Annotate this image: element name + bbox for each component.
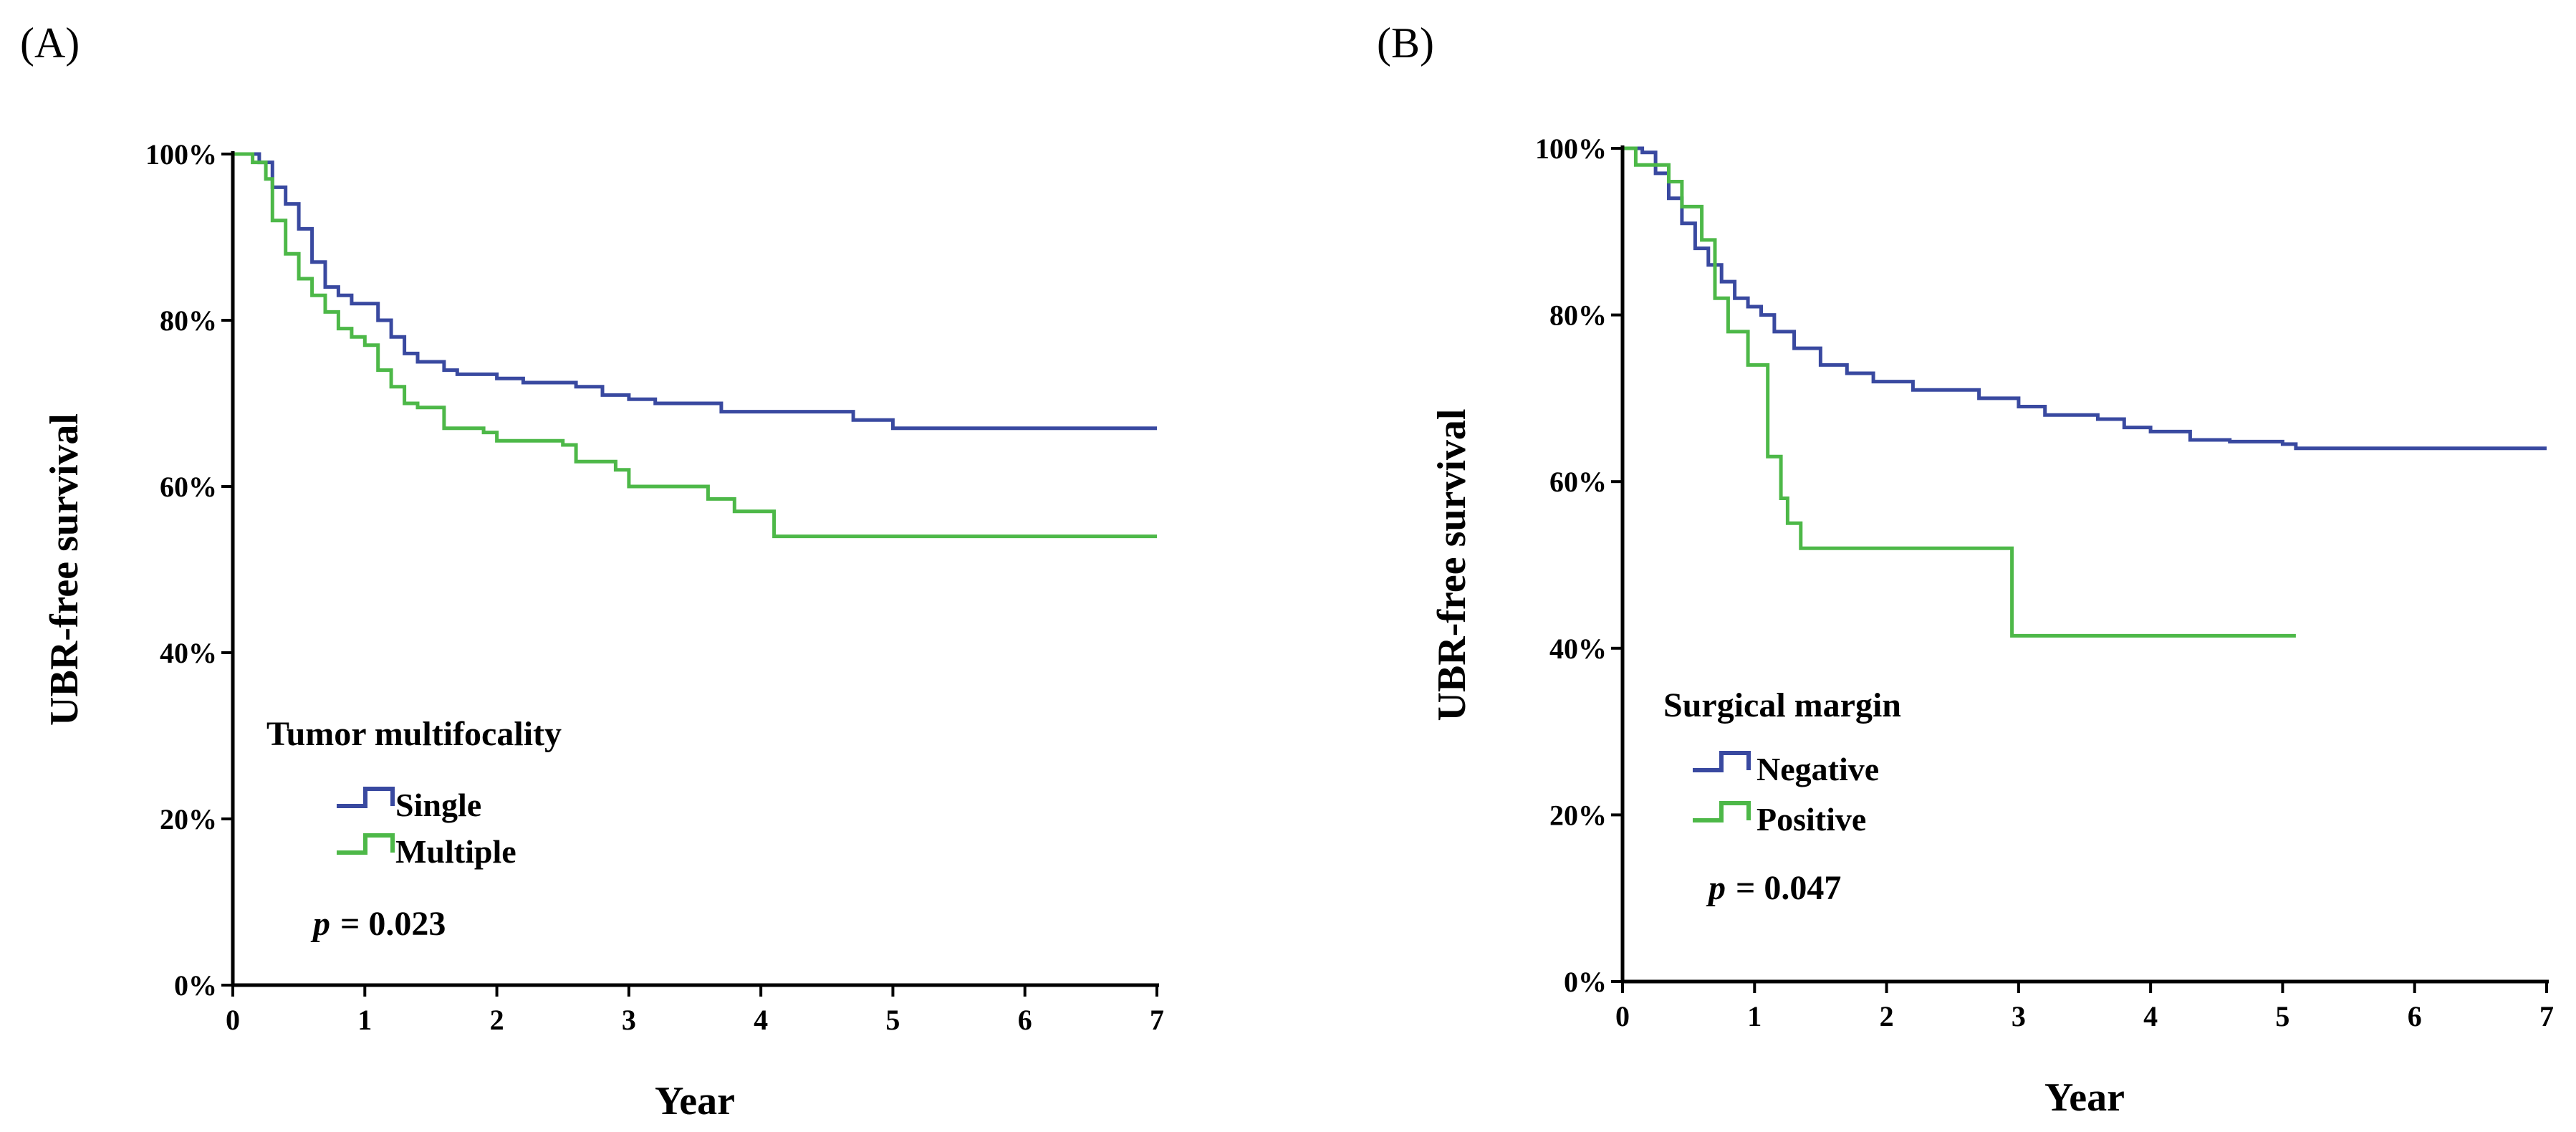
x-axis-title: Year <box>655 1079 735 1123</box>
legend-symbol-multiple <box>337 833 395 855</box>
legend-label-positive: Positive <box>1756 801 1866 838</box>
x-tick-label: 4 <box>754 1004 768 1036</box>
legend-symbol-single <box>337 787 395 808</box>
y-tick-label: 40% <box>160 637 217 669</box>
p-value: = 0.047 <box>1736 869 1841 907</box>
y-tick-label: 0% <box>1564 966 1607 998</box>
y-axis-title: UBR-free survival <box>42 413 87 726</box>
series-line-single <box>233 152 1157 431</box>
p-value-annotation: p = 0.023 <box>310 905 446 943</box>
x-tick-label: 4 <box>2143 1000 2158 1032</box>
y-tick-label: 0% <box>174 969 217 1002</box>
tick-group: 0% 20% 40% 60% 80% 100% 0 1 2 3 4 5 6 7 <box>1535 133 2554 1032</box>
panel-a: (A) 0% 20% 40% 60% 80% 100% 0 1 2 3 4 5 6 7 Year UBR-… <box>20 19 1164 1123</box>
legend-symbol-negative <box>1693 751 1751 772</box>
series-line-positive <box>1623 146 2296 638</box>
x-tick-label: 3 <box>2012 1000 2026 1032</box>
x-tick-label: 5 <box>885 1004 900 1036</box>
panel-b: (B) 0% 20% 40% 60% 80% 100% 0 1 2 3 4 5 6 7 Year UBR-… <box>1377 19 2554 1120</box>
x-tick-label: 5 <box>2275 1000 2289 1032</box>
series-group <box>233 152 1157 539</box>
p-value-annotation: p = 0.047 <box>1706 869 1841 907</box>
p-symbol: p <box>1706 869 1726 907</box>
x-tick-label: 7 <box>2539 1000 2554 1032</box>
x-axis-title: Year <box>2044 1075 2125 1120</box>
p-symbol: p <box>310 905 330 943</box>
x-tick-label: 0 <box>226 1004 240 1036</box>
legend-title: Surgical margin <box>1663 686 1901 724</box>
x-tick-label: 6 <box>2408 1000 2422 1032</box>
legend-label-multiple: Multiple <box>395 833 516 870</box>
x-tick-label: 7 <box>1150 1004 1164 1036</box>
panel-label: (B) <box>1377 19 1434 67</box>
legend-label-negative: Negative <box>1756 751 1879 787</box>
y-tick-label: 80% <box>160 304 217 337</box>
series-group <box>1623 146 2547 638</box>
legend-label-single: Single <box>395 787 481 823</box>
x-tick-label: 6 <box>1018 1004 1032 1036</box>
y-tick-label: 100% <box>145 138 217 171</box>
y-tick-label: 20% <box>1549 799 1607 831</box>
y-axis-title: UBR-free survival <box>1430 409 1474 721</box>
x-tick-label: 0 <box>1615 1000 1630 1032</box>
legend: Surgical margin Negative Positive <box>1663 686 1901 838</box>
x-tick-label: 2 <box>490 1004 504 1036</box>
x-tick-label: 1 <box>1747 1000 1762 1032</box>
y-tick-label: 40% <box>1549 633 1607 665</box>
y-tick-label: 80% <box>1549 299 1607 332</box>
x-tick-label: 1 <box>357 1004 372 1036</box>
y-tick-label: 60% <box>160 471 217 503</box>
panel-label: (A) <box>20 19 80 67</box>
series-line-negative <box>1623 146 2547 451</box>
y-tick-label: 20% <box>160 803 217 835</box>
series-line-multiple <box>233 152 1157 539</box>
p-value: = 0.023 <box>340 905 446 943</box>
y-tick-label: 60% <box>1549 466 1607 498</box>
legend-symbol-positive <box>1693 801 1751 822</box>
x-tick-label: 2 <box>1880 1000 1894 1032</box>
y-tick-label: 100% <box>1535 133 1607 165</box>
legend-title: Tumor multifocality <box>266 715 562 753</box>
tick-group: 0% 20% 40% 60% 80% 100% 0 1 2 3 4 5 6 7 <box>145 138 1164 1036</box>
legend: Tumor multifocality Single Multiple <box>266 715 562 870</box>
x-tick-label: 3 <box>622 1004 636 1036</box>
